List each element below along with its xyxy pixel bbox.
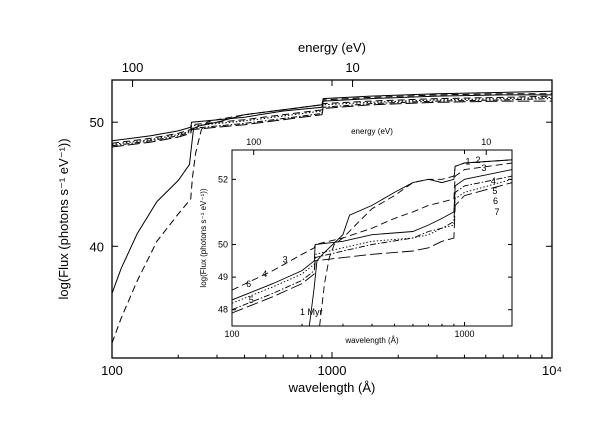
main-ticks: 100 1000 10⁴ 100 10 40 50: [90, 60, 562, 378]
y-tick-label: 50: [218, 240, 228, 250]
energy-tick-label: 100: [122, 60, 144, 75]
inset-series-7-line: [232, 182, 512, 314]
y-tick-label: 50: [90, 115, 104, 130]
inset-y-axis-title: log(Flux (photons s⁻¹ eV⁻¹)): [199, 188, 208, 287]
main-series-2-line: [112, 93, 552, 344]
main-curves: [112, 90, 552, 344]
inset-curves: [232, 159, 512, 326]
main-series-6-line: [112, 96, 552, 145]
main-series-4-line: [112, 95, 552, 144]
x-tick-label: 100: [224, 329, 239, 339]
x-tick-label: 1000: [455, 329, 475, 339]
y-tick-label: 48: [218, 305, 228, 315]
main-series-3-line: [112, 94, 552, 142]
inset-curve-label: 4: [262, 269, 267, 279]
x-tick-label: 10⁴: [542, 363, 562, 378]
inset-curve-label: 1: [465, 157, 470, 167]
inset-series-4-line: [232, 169, 512, 301]
inset-x-axis-title: wavelength (Å): [344, 336, 399, 345]
main-y-axis-title: log(Flux (photons s⁻¹ eV⁻¹)): [56, 138, 71, 299]
main-series-7-line: [112, 100, 552, 148]
inset-curve-label: 3: [283, 254, 288, 264]
y-tick-label: 52: [218, 174, 228, 184]
y-tick-label: 49: [218, 272, 228, 282]
inset-series-2-line: [319, 159, 512, 326]
inset-curve-label: 5: [492, 186, 497, 196]
inset-curve-label: 4: [491, 176, 496, 186]
inset-series-3-line: [232, 162, 512, 291]
inset-curve-label: 3: [481, 163, 486, 173]
main-x-axis-title: wavelength (Å): [288, 380, 376, 395]
energy-tick-label: 10: [345, 60, 359, 75]
energy-tick-label: 10: [481, 137, 491, 147]
inset-annotation: 1 Myr: [300, 307, 323, 317]
main-top-axis-title: energy (eV): [298, 40, 366, 55]
main-panel: 100 1000 10⁴ 100 10 40 50 wavelength (Å) energ…: [56, 40, 562, 395]
x-tick-label: 1000: [318, 363, 347, 378]
energy-tick-label: 100: [246, 137, 261, 147]
y-tick-label: 40: [90, 239, 104, 254]
inset-series-5-line: [232, 175, 512, 311]
inset-curve-label: 6: [246, 279, 251, 289]
inset-top-axis-title: energy (eV): [351, 127, 393, 136]
inset-curve-label: 7: [495, 207, 500, 217]
inset-background: [232, 150, 512, 326]
inset-curve-label: 5: [249, 295, 254, 305]
inset-curve-label: 2: [476, 155, 481, 165]
main-series-5-line: [112, 98, 552, 147]
x-tick-label: 100: [101, 363, 123, 378]
inset-curve-label: 6: [493, 196, 498, 206]
